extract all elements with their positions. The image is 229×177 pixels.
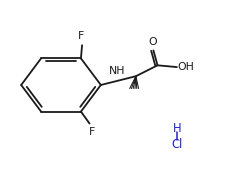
Text: F: F <box>78 31 84 41</box>
Text: O: O <box>149 37 157 47</box>
Text: H: H <box>173 122 181 135</box>
Text: NH: NH <box>109 66 125 76</box>
Text: Cl: Cl <box>172 138 183 151</box>
Text: F: F <box>89 127 95 137</box>
Text: OH: OH <box>178 62 195 72</box>
